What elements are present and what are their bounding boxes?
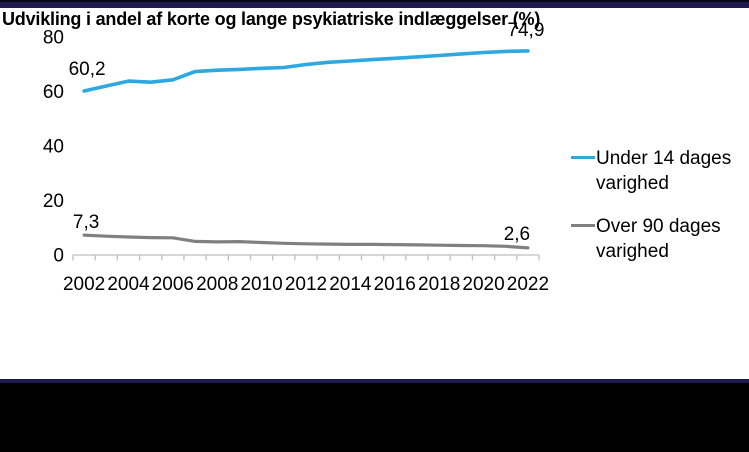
data-label: 60,2 bbox=[69, 59, 106, 80]
x-axis-tick-label: 2014 bbox=[329, 274, 372, 295]
x-axis-tick-label: 2016 bbox=[374, 274, 416, 295]
data-label: 2,6 bbox=[504, 224, 530, 245]
x-axis-tick-label: 2018 bbox=[418, 274, 460, 295]
series-line-1 bbox=[82, 233, 530, 250]
x-axis-tick-label: 2022 bbox=[507, 274, 549, 295]
x-axis-tick-label: 2020 bbox=[462, 274, 504, 295]
data-label: 74,9 bbox=[507, 20, 544, 41]
legend-swatch-gray-line-icon bbox=[571, 223, 595, 227]
y-axis-tick-label: 20 bbox=[43, 191, 64, 212]
top-accent-bar bbox=[0, 0, 749, 8]
chart-legend: Under 14 dages varighed Over 90 dages va… bbox=[571, 146, 743, 264]
x-axis-tick-label: 2010 bbox=[240, 274, 282, 295]
data-label: 7,3 bbox=[73, 212, 99, 233]
series-line-0 bbox=[82, 49, 530, 93]
x-axis-tick-label: 2002 bbox=[63, 274, 105, 295]
legend-item-under-14: Under 14 dages varighed bbox=[571, 146, 743, 197]
legend-label: Over 90 dages varighed bbox=[596, 215, 721, 262]
x-axis-tick-label: 2004 bbox=[107, 274, 150, 295]
legend-item-over-90: Over 90 dages varighed bbox=[571, 214, 743, 265]
x-axis-tick-label: 2006 bbox=[152, 274, 194, 295]
legend-swatch-blue-line-icon bbox=[571, 156, 595, 159]
x-axis-tick-label: 2008 bbox=[196, 274, 238, 295]
chart-title: Udvikling i andel af korte og lange psyk… bbox=[2, 9, 541, 29]
y-axis-tick-label: 40 bbox=[43, 137, 64, 158]
x-axis-tick-label: 2012 bbox=[285, 274, 327, 295]
y-axis-tick-label: 80 bbox=[43, 28, 64, 49]
y-axis-tick-label: 60 bbox=[43, 82, 64, 103]
bottom-bar bbox=[0, 379, 749, 452]
y-axis-tick-label: 0 bbox=[53, 246, 64, 267]
legend-label: Under 14 dages varighed bbox=[596, 148, 732, 195]
